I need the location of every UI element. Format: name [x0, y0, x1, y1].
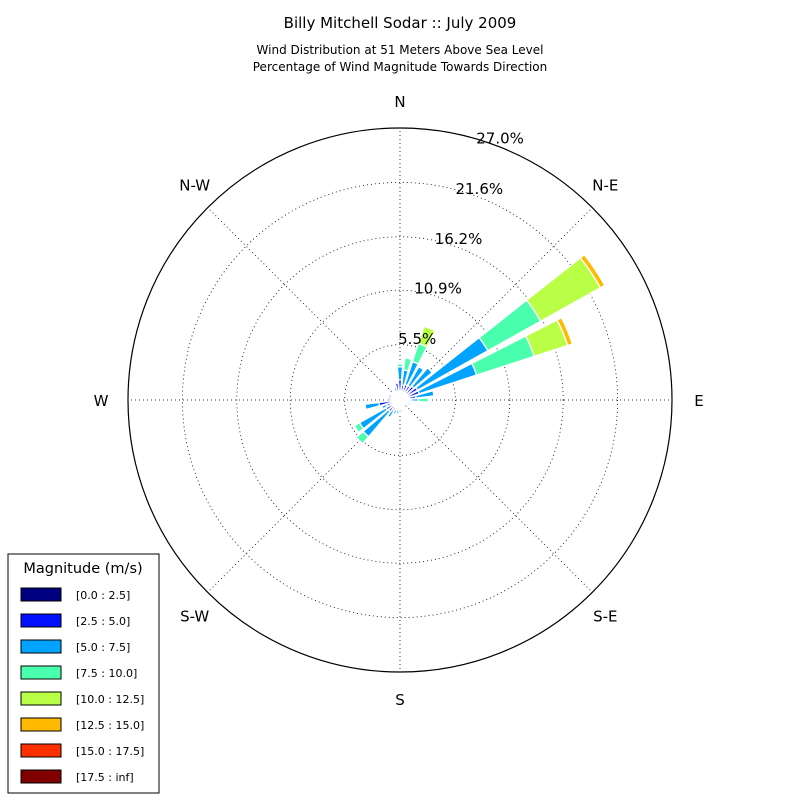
legend-swatch — [21, 692, 61, 705]
legend-label: [17.5 : inf] — [76, 771, 134, 784]
radial-tick-label: 27.0% — [476, 130, 524, 148]
legend-swatch — [21, 614, 61, 627]
grid-spoke — [208, 208, 400, 400]
legend-label: [10.0 : 12.5] — [76, 693, 144, 706]
chart-subtitle-line-2: Percentage of Wind Magnitude Towards Dir… — [253, 60, 547, 74]
legend-swatch — [21, 666, 61, 679]
windrose-bar-segment — [399, 397, 400, 400]
direction-label: S-E — [593, 607, 617, 625]
radial-tick-label: 10.9% — [414, 280, 462, 298]
direction-label: E — [694, 392, 703, 410]
radial-tick-label: 21.6% — [455, 180, 503, 198]
legend-label: [12.5 : 15.0] — [76, 719, 144, 732]
legend-label: [5.0 : 7.5] — [76, 641, 130, 654]
legend-swatch — [21, 744, 61, 757]
legend-swatch — [21, 640, 61, 653]
direction-label: S-W — [180, 607, 209, 625]
direction-label: N — [394, 93, 405, 111]
legend-label: [15.0 : 17.5] — [76, 745, 144, 758]
legend-title: Magnitude (m/s) — [23, 561, 142, 577]
legend-label: [0.0 : 2.5] — [76, 589, 130, 602]
chart-title: Billy Mitchell Sodar :: July 2009 — [284, 14, 517, 32]
radial-tick-label: 5.5% — [398, 330, 436, 348]
legend-swatch — [21, 718, 61, 731]
legend-swatch — [21, 770, 61, 783]
grid-spoke — [400, 400, 592, 592]
legend-label: [7.5 : 10.0] — [76, 667, 137, 680]
legend: Magnitude (m/s) [0.0 : 2.5] [2.5 : 5.0] [5… — [8, 554, 159, 793]
chart-subtitle-line-1: Wind Distribution at 51 Meters Above Sea… — [257, 43, 544, 57]
direction-label: N-W — [179, 177, 210, 195]
radial-tick-label: 16.2% — [435, 230, 483, 248]
direction-label: N-E — [592, 177, 618, 195]
legend-label: [2.5 : 5.0] — [76, 615, 130, 628]
direction-label: W — [94, 392, 109, 410]
direction-label: S — [395, 691, 405, 709]
legend-swatch — [21, 588, 61, 601]
windrose-bars — [354, 255, 605, 444]
